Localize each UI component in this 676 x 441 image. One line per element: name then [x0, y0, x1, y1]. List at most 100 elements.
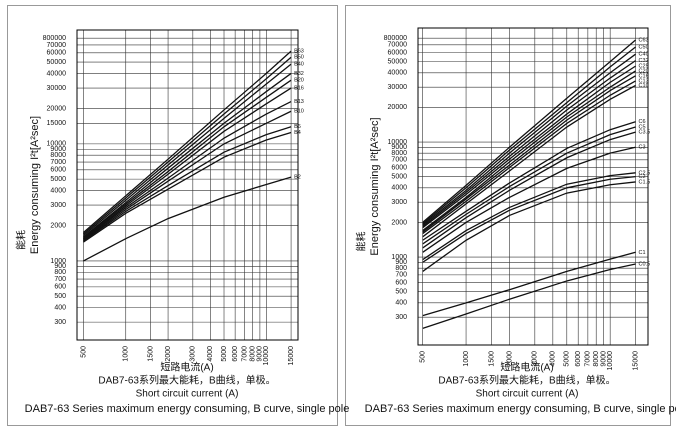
- y-tick-label: 20000: [47, 106, 67, 113]
- chart-title: DAB7-63 Series maximum energy consuming,…: [365, 403, 676, 415]
- y-tick-label: 50000: [47, 59, 67, 66]
- series-label: B6: [294, 124, 301, 130]
- y-tick-label: 10000: [388, 139, 408, 146]
- chart-title: DAB7-63 Series maximum energy consuming,…: [25, 403, 350, 415]
- x-tick-label: 2000: [165, 346, 172, 362]
- x-tick-label: 10000: [263, 346, 270, 366]
- curve: [422, 75, 636, 233]
- curve: [422, 131, 636, 249]
- curve: [83, 131, 292, 243]
- y-tick-label: 30000: [388, 84, 408, 91]
- y-tick-label: 10000: [47, 141, 67, 148]
- curve: [422, 65, 636, 229]
- x-tick-label: 4000: [207, 346, 214, 362]
- curve: [422, 80, 636, 235]
- y-tick-label: 1000: [391, 254, 407, 261]
- y-tick-label: 500: [395, 289, 407, 296]
- series-label: B10: [294, 109, 304, 115]
- y-tick-label: 40000: [388, 70, 408, 77]
- series-label: C3.5: [639, 130, 651, 136]
- y-tick-label: 60000: [388, 49, 408, 56]
- curve: [422, 121, 636, 241]
- y-tick-label: 2000: [50, 223, 66, 230]
- x-tick-label: 8000: [593, 351, 600, 367]
- x-tick-label: 3000: [190, 346, 197, 362]
- curve: [422, 146, 636, 253]
- y-tick-label: 5000: [50, 176, 66, 183]
- y-tick-label: 9000: [50, 146, 66, 153]
- y-label-zh: 能耗: [355, 232, 368, 252]
- y-tick-label: 15000: [47, 120, 67, 127]
- series-label: C6: [639, 119, 646, 125]
- y-tick-label: 3000: [391, 199, 407, 206]
- y-label: Energy consuming I²t[A²sec]: [29, 116, 41, 254]
- curve: [422, 176, 636, 263]
- y-tick-label: 700: [395, 272, 407, 279]
- x-tick-label: 9000: [257, 346, 264, 362]
- x-tick-label: 1000: [123, 346, 130, 362]
- y-label: Energy consuming I²t[A²sec]: [369, 117, 381, 255]
- curve: [83, 87, 292, 240]
- curve: [422, 181, 636, 272]
- y-tick-label: 40000: [47, 70, 67, 77]
- y-tick-label: 30000: [47, 85, 67, 92]
- series-label: C1.5: [639, 179, 651, 185]
- series-label: B20: [294, 78, 304, 84]
- curve: [422, 60, 636, 227]
- y-tick-label: 600: [395, 279, 407, 286]
- x-tick-label: 9000: [600, 351, 607, 367]
- curve: [83, 50, 292, 233]
- x-tick-label: 500: [80, 346, 87, 358]
- y-tick-label: 7000: [391, 157, 407, 164]
- x-tick-label: 1000: [463, 351, 470, 367]
- curve: [422, 251, 636, 317]
- x-tick-label: 5000: [564, 351, 571, 367]
- series-label: B40: [294, 62, 304, 68]
- series-label: C13: [639, 78, 649, 84]
- x-tick-label: 6000: [232, 346, 239, 362]
- x-tick-label: 10000: [607, 351, 614, 371]
- curve: [83, 176, 292, 262]
- curve: [422, 53, 636, 226]
- panel-frame: [7, 5, 338, 426]
- series-label: C40: [639, 52, 649, 58]
- x-tick-label: 15000: [288, 346, 295, 366]
- y-tick-label: 60000: [47, 50, 67, 57]
- x-tick-label: 1500: [147, 346, 154, 362]
- y-label-zh: 能耗: [15, 230, 28, 250]
- y-tick-label: 8000: [50, 152, 66, 159]
- y-tick-label: 800: [54, 269, 66, 276]
- y-tick-label: 9000: [391, 144, 407, 151]
- series-label: C25: [639, 64, 649, 70]
- y-tick-label: 400: [54, 304, 66, 311]
- x-tick-label: 3000: [532, 351, 539, 367]
- y-tick-label: 70000: [388, 42, 408, 49]
- x-label: Short circuit current (A): [136, 389, 239, 400]
- y-tick-label: 50000: [388, 58, 408, 65]
- series-label: B4: [294, 130, 301, 136]
- series-label: B13: [294, 99, 304, 105]
- y-tick-label: 4000: [50, 187, 66, 194]
- curve: [422, 46, 636, 225]
- series-label: C5: [639, 124, 646, 130]
- series-label: C3: [639, 145, 646, 151]
- curve: [422, 84, 636, 238]
- y-tick-label: 800: [395, 265, 407, 272]
- y-tick-label: 400: [395, 300, 407, 307]
- series-label: C10: [639, 83, 649, 89]
- series-label: C2: [639, 174, 646, 180]
- x-tick-label: 7000: [241, 346, 248, 362]
- curve: [422, 70, 636, 232]
- y-tick-label: 1000: [50, 258, 66, 265]
- y-tick-label: 900: [54, 263, 66, 270]
- x-tick-label: 6000: [575, 351, 582, 367]
- y-tick-label: 900: [395, 259, 407, 266]
- y-tick-label: 5000: [391, 173, 407, 180]
- y-tick-label: 300: [395, 314, 407, 321]
- series-label: C1: [639, 250, 646, 256]
- series-label: B2: [294, 175, 301, 181]
- curve: [83, 126, 292, 242]
- curve: [83, 63, 292, 236]
- panel-frame: [345, 5, 671, 426]
